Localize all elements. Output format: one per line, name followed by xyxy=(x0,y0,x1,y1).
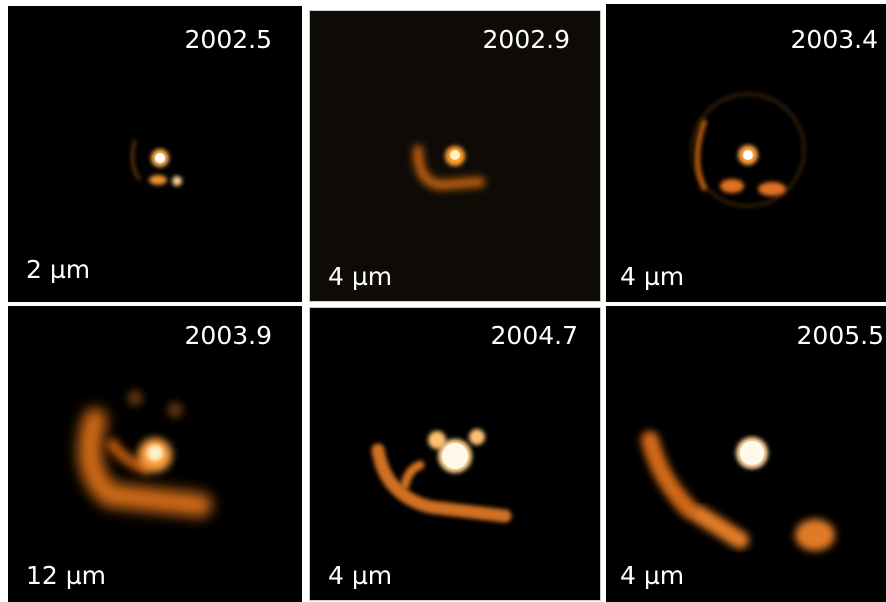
panel: 2004.7 4 µm xyxy=(310,308,601,601)
image-grid: 2002.5 2 µm 2002.9 4 µm 2003.4 4 µm xyxy=(0,0,886,602)
epoch-label: 2003.4 xyxy=(791,25,878,54)
epoch-label: 2005.5 xyxy=(797,321,884,350)
panel: 2003.4 4 µm xyxy=(606,4,886,302)
panel: 2002.5 2 µm xyxy=(8,6,302,302)
wavelength-label: 4 µm xyxy=(328,561,392,590)
wavelength-label: 4 µm xyxy=(620,561,684,590)
wavelength-label: 2 µm xyxy=(26,255,90,284)
epoch-label: 2004.7 xyxy=(491,321,578,350)
wavelength-label: 4 µm xyxy=(620,262,684,291)
wavelength-label: 4 µm xyxy=(328,262,392,291)
panel: 2002.9 4 µm xyxy=(310,11,601,302)
panel: 2005.5 4 µm xyxy=(606,306,886,602)
epoch-label: 2002.5 xyxy=(185,25,272,54)
epoch-label: 2003.9 xyxy=(185,321,272,350)
wavelength-label: 12 µm xyxy=(26,561,106,590)
epoch-label: 2002.9 xyxy=(483,25,570,54)
panel: 2003.9 12 µm xyxy=(8,306,302,602)
